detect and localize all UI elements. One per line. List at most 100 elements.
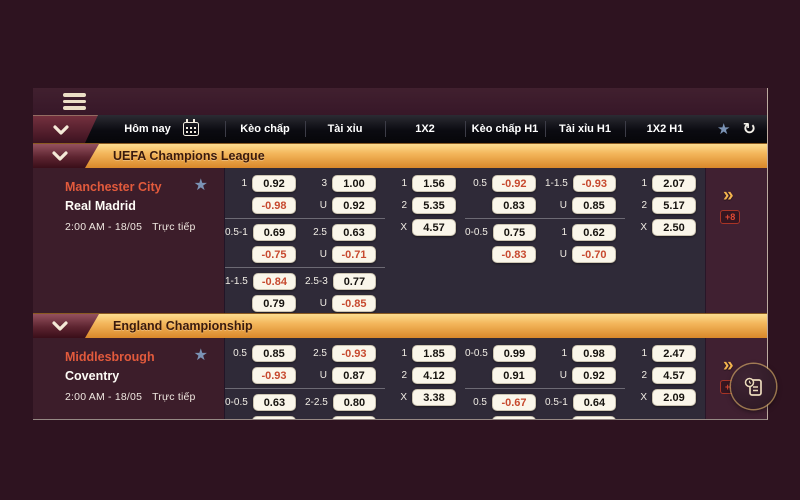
odds-box[interactable]: 0.91 [492, 366, 536, 384]
odds-pair-firsthalf: 0.5 -0.92 0.83 1-1.5 -0.93 U 0.85 0-0.5 0.75… [465, 168, 625, 316]
odds-box[interactable]: -0.93 [572, 174, 616, 192]
odds-box[interactable]: 0.85 [572, 196, 616, 214]
odds-box[interactable]: 2.47 [652, 344, 696, 362]
odds-box[interactable]: -0.84 [252, 272, 296, 290]
column-header-handicap[interactable]: Kèo chấp [225, 115, 305, 143]
odds-box[interactable] [332, 415, 376, 419]
odds-box[interactable]: 0.92 [252, 174, 296, 192]
odds-box[interactable] [572, 415, 616, 419]
odds-box[interactable]: -0.83 [492, 245, 536, 263]
total-label: 2.5 [313, 347, 327, 359]
outcome-label: X [640, 221, 647, 233]
today-filter[interactable]: Hôm nay [98, 115, 225, 143]
odds-box[interactable]: 0.77 [332, 272, 376, 290]
odds-box[interactable]: -0.71 [332, 245, 376, 263]
odds-box[interactable]: 0.99 [492, 344, 536, 362]
league-title: England Championship [113, 319, 253, 333]
odds-box[interactable]: -0.92 [492, 174, 536, 192]
odds-box[interactable]: 3.38 [412, 388, 456, 406]
odds-box[interactable]: 2.07 [652, 174, 696, 192]
handicap-label: 0-0.5 [465, 347, 488, 359]
league-collapse-tab[interactable] [33, 144, 99, 168]
odds-header-row: Hôm nay Kèo chấp Tài xỉu 1X2 Kèo chấp H1… [33, 115, 767, 143]
odds-box[interactable]: 0.83 [492, 196, 536, 214]
odds-box[interactable]: 5.35 [412, 196, 456, 214]
odds-box[interactable]: 0.87 [332, 366, 376, 384]
odds-box[interactable]: 2.50 [652, 218, 696, 236]
odds-box[interactable]: 0.62 [572, 223, 616, 241]
total-label: 0.5-1 [545, 396, 568, 408]
odds-box[interactable]: 4.12 [412, 366, 456, 384]
refresh-icon[interactable]: ↻ [742, 119, 756, 138]
header-icons: ★ ↻ [705, 115, 767, 143]
odds-box[interactable]: 0.85 [252, 344, 296, 362]
column-header-overunder-h1[interactable]: Tài xỉu H1 [545, 115, 625, 143]
under-label: U [319, 369, 327, 381]
odds-box[interactable]: -0.93 [332, 344, 376, 362]
live-label: Trực tiếp [152, 220, 196, 233]
calendar-icon[interactable] [182, 119, 199, 136]
column-header-1x2-h1[interactable]: 1X2 H1 [625, 115, 705, 143]
odds-box[interactable]: 0.79 [252, 294, 296, 312]
away-team: Real Madrid [65, 199, 136, 214]
odds-box[interactable]: 2.09 [652, 388, 696, 406]
odds-box[interactable]: -0.98 [252, 196, 296, 214]
odds-box[interactable]: 0.92 [332, 196, 376, 214]
odds-box[interactable]: 0.63 [332, 223, 376, 241]
outcome-label: 2 [401, 199, 407, 211]
outcome-label: X [400, 221, 407, 233]
column-header-overunder[interactable]: Tài xỉu [305, 115, 385, 143]
total-label: 1-1.5 [545, 177, 568, 189]
more-markets-count[interactable]: +8 [720, 210, 741, 224]
odds-box[interactable]: 0.80 [332, 393, 376, 411]
expand-markets-icon[interactable]: » [723, 185, 734, 206]
odds-box[interactable]: -0.93 [252, 366, 296, 384]
league-bar-uefa: UEFA Champions League [33, 143, 767, 168]
odds-box[interactable]: 0.75 [492, 223, 536, 241]
collapse-all-tab[interactable] [33, 115, 98, 143]
outcome-label: X [400, 391, 407, 403]
chevron-down-icon [53, 125, 69, 135]
outcome-label: X [640, 391, 647, 403]
odds-box[interactable]: -0.75 [252, 245, 296, 263]
under-label: U [559, 199, 567, 211]
bet-slip-button[interactable] [731, 364, 776, 409]
odds-box[interactable]: 5.17 [652, 196, 696, 214]
today-label: Hôm nay [124, 123, 171, 135]
odds-box[interactable]: -0.70 [572, 245, 616, 263]
odds-box[interactable]: 4.57 [652, 366, 696, 384]
total-label: 2.5 [313, 226, 327, 238]
odds-box[interactable]: 1.00 [332, 174, 376, 192]
odds-box[interactable]: 1.56 [412, 174, 456, 192]
handicap-label: 0.5 [473, 396, 487, 408]
handicap-label: 0-0.5 [465, 226, 488, 238]
odds-box[interactable] [492, 415, 536, 419]
odds-box[interactable]: 0.92 [572, 366, 616, 384]
odds-box[interactable]: 0.69 [252, 223, 296, 241]
odds-box[interactable]: 0.98 [572, 344, 616, 362]
odds-box[interactable]: 1.85 [412, 344, 456, 362]
total-label: 1 [561, 226, 567, 238]
match-info-cell[interactable]: Middlesbrough Coventry 2:00 AM - 18/05 Tr… [33, 338, 225, 419]
column-header-1x2[interactable]: 1X2 [385, 115, 465, 143]
odds-box[interactable]: 0.64 [572, 393, 616, 411]
league-collapse-tab[interactable] [33, 314, 99, 338]
odds-box[interactable] [252, 415, 296, 419]
favorite-match-star-icon[interactable]: ★ [193, 175, 208, 194]
favorites-star-icon[interactable]: ★ [717, 119, 731, 138]
odds-box[interactable]: 0.63 [252, 393, 296, 411]
chevron-down-icon [52, 321, 68, 331]
column-header-handicap-h1[interactable]: Kèo chấp H1 [465, 115, 545, 143]
more-markets-strip: » +8 [705, 168, 767, 316]
favorite-match-star-icon[interactable]: ★ [193, 345, 208, 364]
chevron-down-icon [52, 151, 68, 161]
outcome-label: 2 [401, 369, 407, 381]
odds-box[interactable]: -0.67 [492, 393, 536, 411]
odds-box[interactable]: 4.57 [412, 218, 456, 236]
match-time: 2:00 AM - 18/05 Trực tiếp [65, 220, 196, 233]
odds-box[interactable]: -0.85 [332, 294, 376, 312]
match-info-cell[interactable]: Manchester City Real Madrid 2:00 AM - 18… [33, 168, 225, 316]
outcome-label: 1 [401, 177, 407, 189]
hamburger-menu-icon[interactable] [63, 93, 86, 110]
expand-markets-icon[interactable]: » [723, 355, 734, 376]
